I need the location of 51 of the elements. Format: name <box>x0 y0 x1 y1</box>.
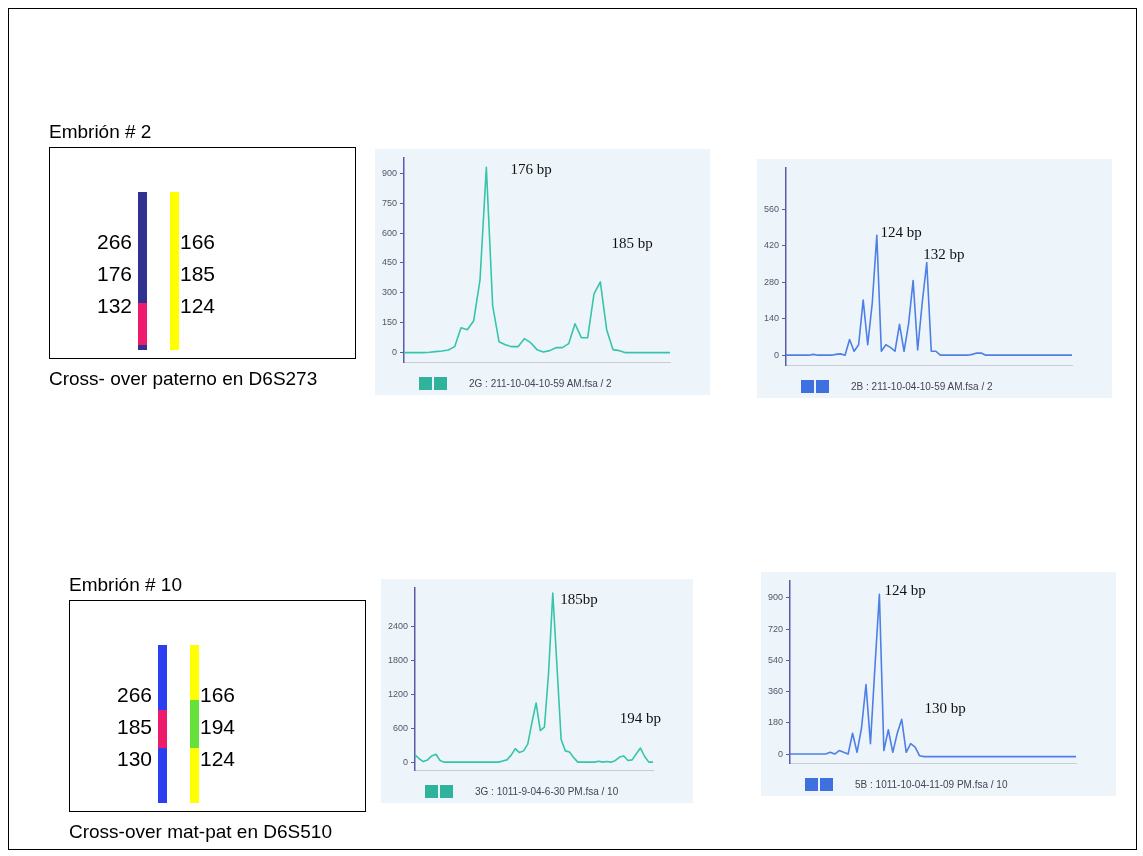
y-tick-label: 180 <box>767 717 784 728</box>
text: 266 <box>95 229 132 255</box>
y-tick-label: 150 <box>381 317 398 328</box>
y-tick-label: 900 <box>767 592 784 603</box>
annotation: 185bp <box>560 591 598 608</box>
text: 124 <box>200 746 237 772</box>
y-tick-label: 280 <box>763 276 780 287</box>
text: 2G : 211-10-04-10-59 AM.fsa / 2 <box>469 377 612 389</box>
text: 194 <box>200 714 237 740</box>
text: 130 <box>115 746 152 772</box>
text: 124 <box>180 293 217 319</box>
y-tick-label: 420 <box>763 240 780 251</box>
y-tick-label: 560 <box>763 203 780 214</box>
text: 266 <box>115 682 152 708</box>
text: Cross- over paterno en D6S273 <box>49 367 319 391</box>
y-tick-label: 600 <box>392 722 409 733</box>
text: 185 <box>115 714 152 740</box>
y-tick-label: 540 <box>767 654 784 665</box>
y-tick-label: 0 <box>392 347 398 358</box>
y-tick-label: 2400 <box>387 621 409 632</box>
annotation: 176 bp <box>510 160 552 177</box>
y-tick-label: 360 <box>767 686 784 697</box>
y-tick-label: 720 <box>767 623 784 634</box>
y-tick-label: 1800 <box>387 655 409 666</box>
y-tick-label: 0 <box>403 756 409 767</box>
text: 166 <box>200 682 237 708</box>
annotation: 124 bp <box>884 582 926 599</box>
y-tick-label: 600 <box>381 227 398 238</box>
y-tick-label: 900 <box>381 167 398 178</box>
text: 185 <box>180 261 217 287</box>
y-tick-label: 450 <box>381 257 398 268</box>
text: 176 <box>95 261 132 287</box>
text: 132 <box>95 293 132 319</box>
annotation: 132 bp <box>923 245 965 262</box>
y-tick-label: 300 <box>381 287 398 298</box>
text: 5B : 1011-10-04-11-09 PM.fsa / 10 <box>855 778 1008 790</box>
annotation: 185 bp <box>611 234 653 251</box>
annotation: 124 bp <box>880 223 922 240</box>
annotation: 194 bp <box>619 710 661 727</box>
text: 166 <box>180 229 217 255</box>
y-tick-label: 0 <box>774 349 780 360</box>
y-tick-label: 140 <box>763 313 780 324</box>
text: Embrión # 10 <box>69 574 183 597</box>
text: 2B : 211-10-04-10-59 AM.fsa / 2 <box>851 380 993 392</box>
y-tick-label: 1200 <box>387 688 409 699</box>
y-tick-label: 0 <box>778 748 784 759</box>
y-tick-label: 750 <box>381 197 398 208</box>
annotation: 130 bp <box>924 699 966 716</box>
text: Cross-over mat-pat en D6S510 <box>69 820 333 844</box>
text: Embrión # 2 <box>49 121 153 144</box>
text: 3G : 1011-9-04-6-30 PM.fsa / 10 <box>475 785 619 797</box>
